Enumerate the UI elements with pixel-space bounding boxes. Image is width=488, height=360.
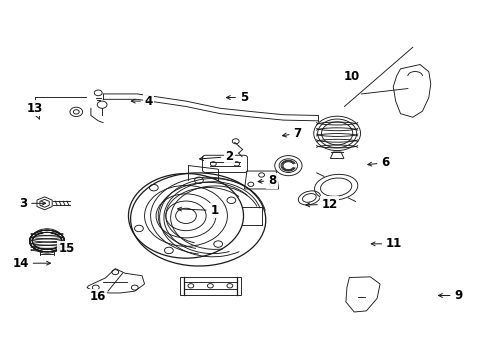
Text: 9: 9: [438, 289, 462, 302]
Text: 13: 13: [27, 102, 43, 119]
Text: 1: 1: [177, 204, 218, 217]
Text: 7: 7: [282, 127, 301, 140]
Text: 2: 2: [199, 150, 233, 163]
Text: 14: 14: [13, 257, 50, 270]
Text: 5: 5: [226, 91, 247, 104]
Text: 3: 3: [20, 197, 45, 210]
Text: 10: 10: [343, 69, 359, 82]
Text: 16: 16: [89, 290, 105, 303]
Text: 15: 15: [58, 242, 75, 255]
Text: 12: 12: [305, 198, 337, 211]
Text: 8: 8: [258, 174, 276, 187]
Text: 11: 11: [370, 237, 401, 250]
Text: 6: 6: [367, 156, 388, 169]
Text: 4: 4: [131, 95, 152, 108]
